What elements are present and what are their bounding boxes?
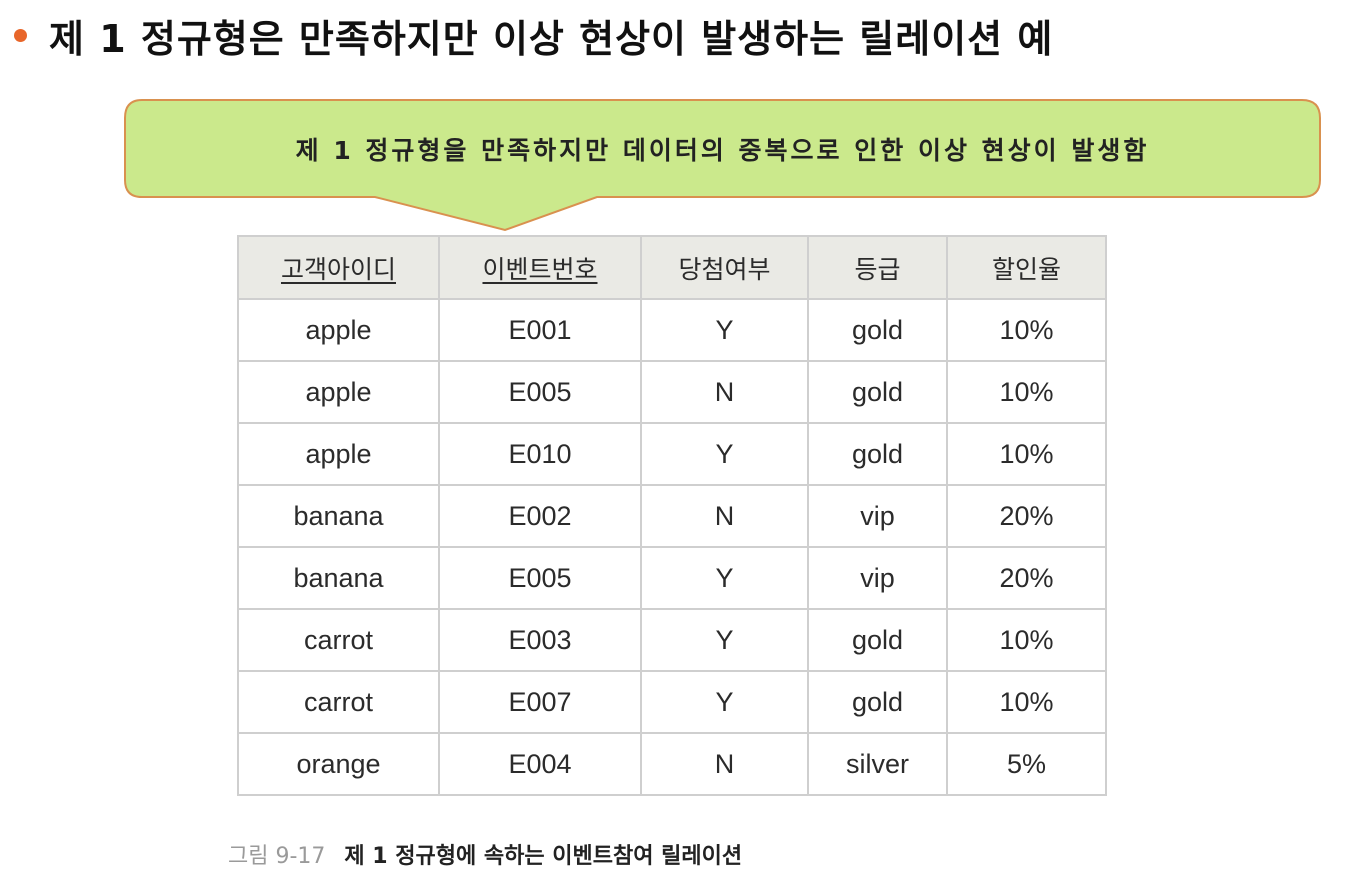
- cell-discount: 10%: [946, 360, 1107, 424]
- cell-won: Y: [640, 422, 809, 486]
- cell-discount: 20%: [946, 546, 1107, 610]
- cell-customer-id: apple: [237, 360, 440, 424]
- cell-grade: vip: [807, 484, 948, 548]
- cell-grade: gold: [807, 360, 948, 424]
- callout-shape: [124, 99, 1321, 232]
- table-row: carrot E003 Y gold 10%: [237, 608, 1107, 672]
- header-label: 고객아이디: [280, 254, 396, 284]
- table-row: apple E001 Y gold 10%: [237, 298, 1107, 362]
- callout-bubble: [124, 99, 1321, 232]
- cell-event-no: E001: [438, 298, 642, 362]
- cell-event-no: E010: [438, 422, 642, 486]
- bullet-icon: [14, 29, 27, 42]
- cell-event-no: E004: [438, 732, 642, 796]
- cell-won: N: [640, 484, 809, 548]
- cell-customer-id: apple: [237, 422, 440, 486]
- table-row: orange E004 N silver 5%: [237, 732, 1107, 796]
- cell-event-no: E002: [438, 484, 642, 548]
- cell-discount: 5%: [946, 732, 1107, 796]
- cell-event-no: E005: [438, 546, 642, 610]
- figure-caption: 그림 9-17 제 1 정규형에 속하는 이벤트참여 릴레이션: [228, 838, 742, 870]
- figure-number: 그림 9-17: [228, 844, 326, 869]
- table-header-row: 고객아이디 이벤트번호 당첨여부 등급 할인율: [237, 235, 1107, 300]
- header-customer-id: 고객아이디: [237, 235, 440, 300]
- table-row: apple E010 Y gold 10%: [237, 422, 1107, 486]
- event-participation-table: 고객아이디 이벤트번호 당첨여부 등급 할인율 apple E001 Y gol…: [237, 235, 1107, 796]
- header-won: 당첨여부: [640, 235, 809, 300]
- cell-grade: vip: [807, 546, 948, 610]
- cell-customer-id: carrot: [237, 670, 440, 734]
- header-label: 당첨여부: [678, 254, 771, 284]
- cell-customer-id: orange: [237, 732, 440, 796]
- header-event-no: 이벤트번호: [438, 235, 642, 300]
- table-row: carrot E007 Y gold 10%: [237, 670, 1107, 734]
- cell-won: Y: [640, 298, 809, 362]
- cell-won: N: [640, 360, 809, 424]
- table-row: banana E005 Y vip 20%: [237, 546, 1107, 610]
- header-label: 등급: [854, 254, 901, 284]
- slide-title: 제 1 정규형은 만족하지만 이상 현상이 발생하는 릴레이션 예: [49, 17, 1054, 61]
- cell-won: N: [640, 732, 809, 796]
- cell-won: Y: [640, 546, 809, 610]
- cell-event-no: E005: [438, 360, 642, 424]
- cell-won: Y: [640, 608, 809, 672]
- cell-event-no: E007: [438, 670, 642, 734]
- cell-event-no: E003: [438, 608, 642, 672]
- cell-discount: 10%: [946, 608, 1107, 672]
- cell-grade: gold: [807, 422, 948, 486]
- cell-won: Y: [640, 670, 809, 734]
- cell-discount: 10%: [946, 422, 1107, 486]
- header-label: 이벤트번호: [482, 254, 598, 284]
- cell-customer-id: banana: [237, 484, 440, 548]
- table-row: apple E005 N gold 10%: [237, 360, 1107, 424]
- table-row: banana E002 N vip 20%: [237, 484, 1107, 548]
- figure-caption-text: 제 1 정규형에 속하는 이벤트참여 릴레이션: [344, 844, 743, 869]
- slide-title-row: 제 1 정규형은 만족하지만 이상 현상이 발생하는 릴레이션 예: [8, 8, 1053, 63]
- cell-customer-id: apple: [237, 298, 440, 362]
- callout-text: 제 1 정규형을 만족하지만 데이터의 중복으로 인한 이상 현상이 발생함: [295, 135, 1150, 165]
- cell-discount: 20%: [946, 484, 1107, 548]
- cell-grade: gold: [807, 670, 948, 734]
- cell-discount: 10%: [946, 298, 1107, 362]
- cell-grade: silver: [807, 732, 948, 796]
- header-label: 할인율: [991, 254, 1061, 284]
- cell-customer-id: banana: [237, 546, 440, 610]
- cell-grade: gold: [807, 298, 948, 362]
- header-discount: 할인율: [946, 235, 1107, 300]
- cell-discount: 10%: [946, 670, 1107, 734]
- cell-grade: gold: [807, 608, 948, 672]
- header-grade: 등급: [807, 235, 948, 300]
- cell-customer-id: carrot: [237, 608, 440, 672]
